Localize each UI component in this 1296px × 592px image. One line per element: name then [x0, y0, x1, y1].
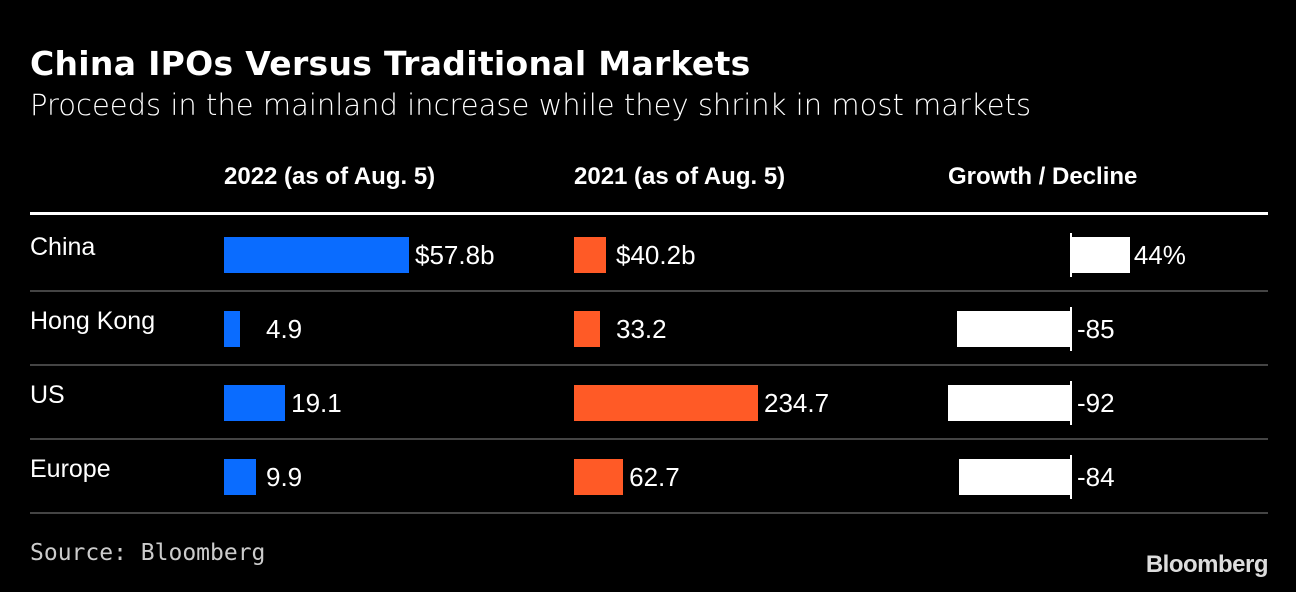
- value-label: 19.1: [291, 388, 342, 418]
- row-divider: [30, 364, 1268, 366]
- value-label: 33.2: [616, 314, 667, 344]
- value-label: 234.7: [764, 388, 830, 418]
- zero-axis: [1070, 381, 1072, 425]
- bar-2021: [574, 385, 758, 421]
- column-header-2022: 2022 (as of Aug. 5): [224, 163, 436, 190]
- row-label: China: [30, 233, 96, 261]
- row-label: US: [30, 381, 65, 409]
- zero-axis: [1070, 233, 1072, 277]
- value-label: $40.2b: [616, 240, 696, 270]
- bar-2021: [574, 237, 606, 273]
- value-label: -92: [1077, 388, 1115, 418]
- value-label: 62.7: [629, 462, 680, 492]
- bar-growth: [1071, 237, 1130, 273]
- bar-2022: [224, 385, 286, 421]
- bar-growth: [958, 459, 1071, 495]
- value-label: 44%: [1133, 240, 1186, 270]
- row-divider: [30, 438, 1268, 440]
- zero-axis: [1070, 307, 1072, 351]
- value-label: $57.8b: [415, 240, 495, 270]
- row-label: Europe: [30, 455, 111, 483]
- bloomberg-logo: Bloomberg: [1145, 551, 1269, 578]
- row-label: Hong Kong: [30, 307, 156, 335]
- bar-2022: [224, 311, 240, 347]
- bar-2021: [574, 311, 601, 347]
- value-label: -85: [1077, 314, 1115, 344]
- value-label: 4.9: [266, 314, 303, 344]
- header-divider: [30, 212, 1268, 215]
- row-divider: [30, 512, 1268, 514]
- value-label: -84: [1077, 462, 1115, 492]
- value-label: 9.9: [266, 462, 303, 492]
- column-header-2021: 2021 (as of Aug. 5): [574, 163, 786, 190]
- source-note: Source: Bloomberg: [30, 540, 266, 566]
- bar-2022: [224, 459, 256, 495]
- chart-title: China IPOs Versus Traditional Markets: [30, 44, 751, 83]
- bar-2022: [224, 237, 409, 273]
- zero-axis: [1070, 455, 1072, 499]
- bar-2021: [574, 459, 624, 495]
- bar-growth: [948, 385, 1071, 421]
- chart-subtitle: Proceeds in the mainland increase while …: [30, 88, 1032, 122]
- bar-growth: [957, 311, 1071, 347]
- column-header-growth: Growth / Decline: [948, 163, 1138, 190]
- row-divider: [30, 290, 1268, 292]
